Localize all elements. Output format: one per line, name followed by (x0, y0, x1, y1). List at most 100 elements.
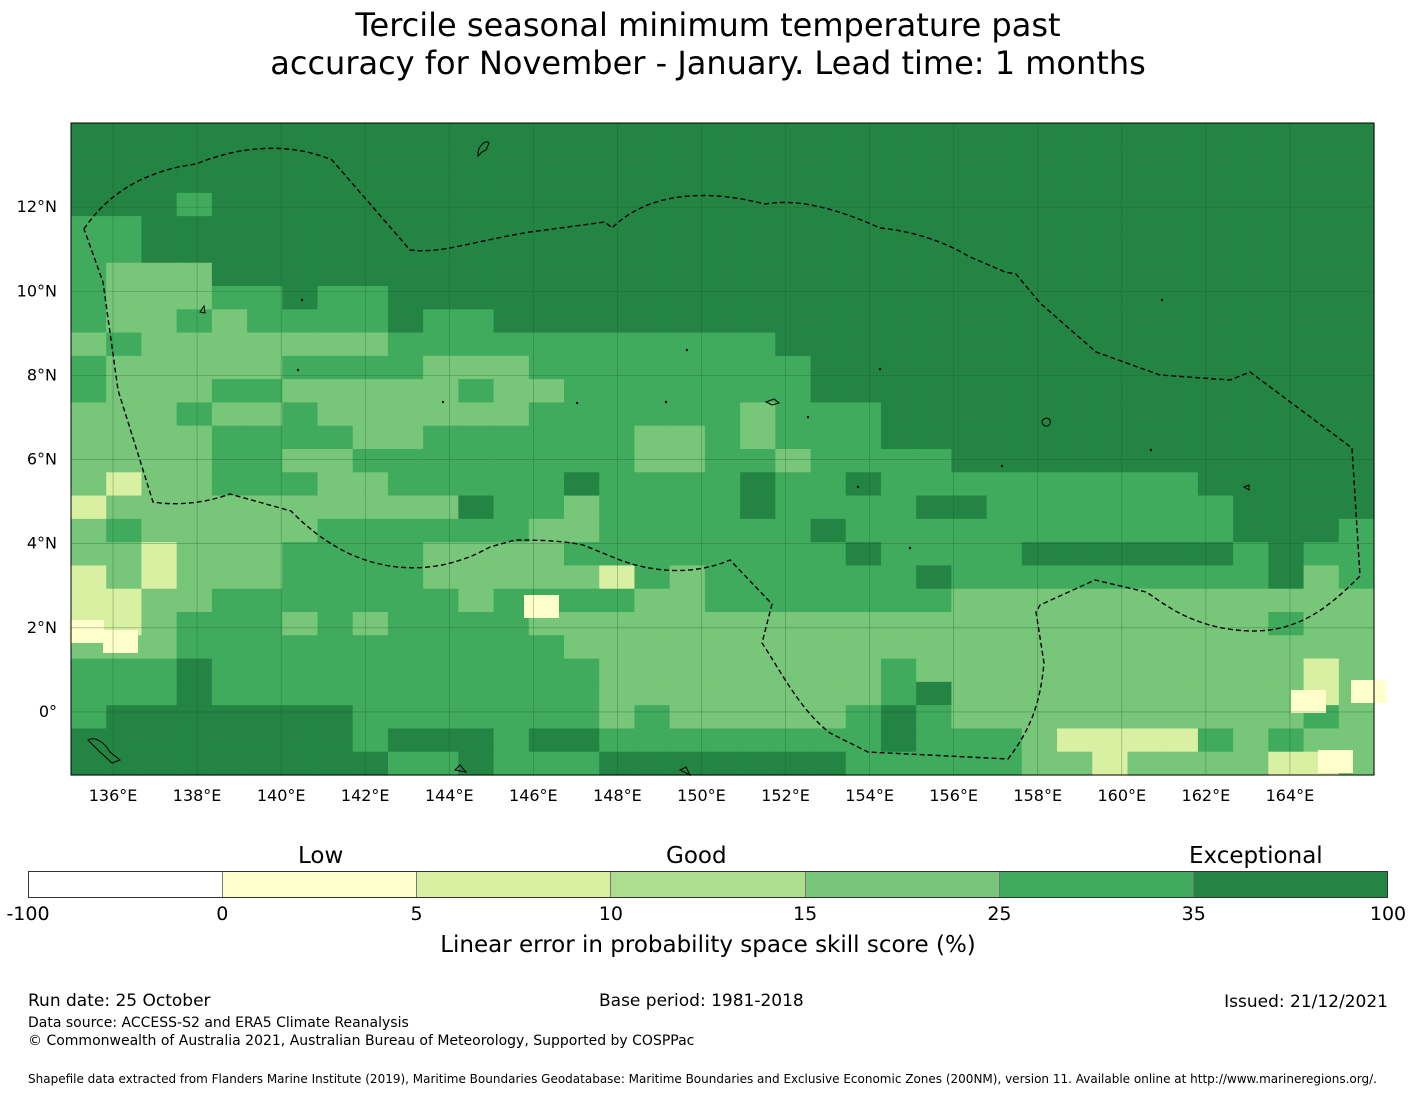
skill-cell (493, 286, 530, 310)
skill-cell (669, 309, 706, 334)
skill-cell (880, 518, 917, 543)
skill-cell (775, 705, 812, 730)
skill-cell (704, 565, 741, 590)
skill-cell (986, 216, 1023, 241)
skill-cell (880, 472, 917, 497)
skill-cell (775, 192, 812, 217)
skill-cell (1127, 658, 1164, 683)
colorbar-tick-label: 5 (410, 903, 423, 925)
skill-cell (211, 518, 248, 543)
skill-cell (211, 565, 248, 590)
chart-title: Tercile seasonal minimum temperature pas… (0, 6, 1416, 82)
skill-cell (1057, 751, 1093, 776)
skill-cell (845, 169, 882, 194)
skill-cell (493, 309, 530, 334)
skill-cell (387, 472, 424, 497)
skill-cell (1092, 728, 1129, 753)
skill-cell (71, 588, 107, 613)
skill-cell (740, 751, 776, 776)
skill-cell (1338, 495, 1375, 520)
skill-cell (810, 332, 847, 357)
skill-cell (916, 472, 953, 497)
skill-cell (880, 332, 917, 357)
skill-cell (951, 123, 988, 147)
skill-cell (704, 146, 741, 171)
skill-cell (1057, 146, 1093, 171)
skill-cell (528, 728, 565, 753)
skill-cell (1021, 262, 1058, 287)
skill-cell (986, 588, 1023, 613)
skill-cell (916, 449, 953, 473)
skill-cell (528, 146, 565, 171)
skill-cell (1127, 565, 1164, 590)
skill-cell (564, 472, 600, 497)
longitude-label: 162°E (1182, 786, 1231, 805)
skill-cell (669, 425, 706, 450)
skill-cell (810, 518, 847, 543)
skill-cell (176, 612, 213, 636)
skill-cell (1303, 146, 1340, 171)
data-source: Data source: ACCESS-S2 and ERA5 Climate … (28, 1015, 409, 1031)
skill-cell (986, 332, 1023, 357)
longitude-labels: 136°E 138°E 140°E 142°E 144°E 146°E 148°E 150°E… (89, 786, 1315, 805)
skill-cell (1233, 472, 1269, 497)
skill-cell (1162, 332, 1199, 357)
skill-cell (1233, 705, 1269, 730)
skill-cell (493, 332, 530, 357)
skill-cell (106, 681, 143, 706)
skill-cell (352, 425, 389, 450)
skill-cell (1021, 728, 1058, 753)
skill-cell (211, 588, 248, 613)
skill-cell (493, 262, 530, 287)
skill-cell (634, 286, 671, 310)
skill-cell (669, 658, 706, 683)
skill-cell (423, 309, 459, 334)
island-dot (296, 368, 300, 372)
skill-cell (71, 658, 107, 683)
skill-cell (1021, 472, 1058, 497)
skill-cell (1268, 728, 1305, 753)
skill-cell (810, 751, 847, 776)
skill-cell (775, 588, 812, 613)
skill-cell (704, 169, 741, 194)
skill-cell (352, 216, 389, 241)
skill-cell (1057, 612, 1093, 636)
skill-cell (423, 262, 459, 287)
skill-cell (1268, 542, 1305, 567)
skill-cell (141, 192, 178, 217)
skill-cell (1268, 472, 1305, 497)
skill-cell (740, 262, 776, 287)
skill-cell (176, 705, 213, 730)
skill-cell (106, 402, 143, 427)
skill-cell (564, 588, 600, 613)
skill-cell (176, 332, 213, 357)
skill-cell (1092, 681, 1129, 706)
skill-cell (1021, 239, 1058, 264)
skill-cell (423, 192, 459, 217)
skill-cell (810, 216, 847, 241)
skill-cell (1021, 169, 1058, 194)
skill-cell (106, 332, 143, 357)
skill-cell (1021, 146, 1058, 171)
skill-cell (528, 449, 565, 473)
skill-cell (387, 518, 424, 543)
skill-cell (1303, 588, 1340, 613)
skill-cell (740, 425, 776, 450)
skill-cell (1092, 635, 1129, 660)
skill-cell (1127, 192, 1164, 217)
skill-cell (141, 216, 178, 241)
skill-cell (317, 262, 354, 287)
skill-cell (1162, 472, 1199, 497)
skill-cell (951, 286, 988, 310)
skill-cell (387, 565, 424, 590)
skill-cell (986, 449, 1023, 473)
skill-cell (1233, 681, 1269, 706)
skill-cell (458, 542, 495, 567)
skill-cell (352, 728, 389, 753)
skill-cell (247, 262, 283, 287)
skill-cell (669, 286, 706, 310)
skill-cell (1233, 542, 1269, 567)
skill-cell (458, 355, 495, 380)
colorbar-tick-label: -100 (6, 903, 50, 925)
skill-cell (106, 518, 143, 543)
